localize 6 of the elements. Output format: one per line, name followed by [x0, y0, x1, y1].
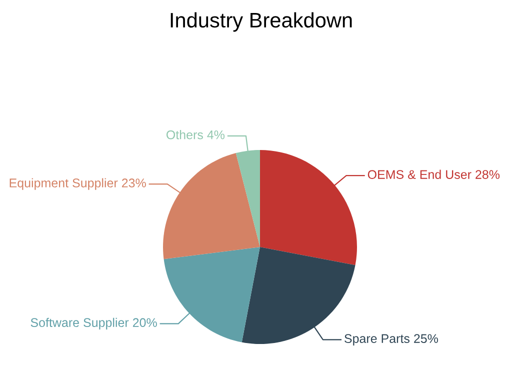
slice-label: Equipment Supplier 23%	[10, 178, 146, 190]
chart-title: Industry Breakdown	[170, 12, 352, 32]
slice-label: Others 4%	[166, 130, 225, 140]
slice-label: Spare Parts 25%	[344, 334, 438, 346]
slice-label: Software Supplier 20%	[30, 318, 157, 330]
slice-label: OEMS & End User 28%	[368, 170, 500, 179]
